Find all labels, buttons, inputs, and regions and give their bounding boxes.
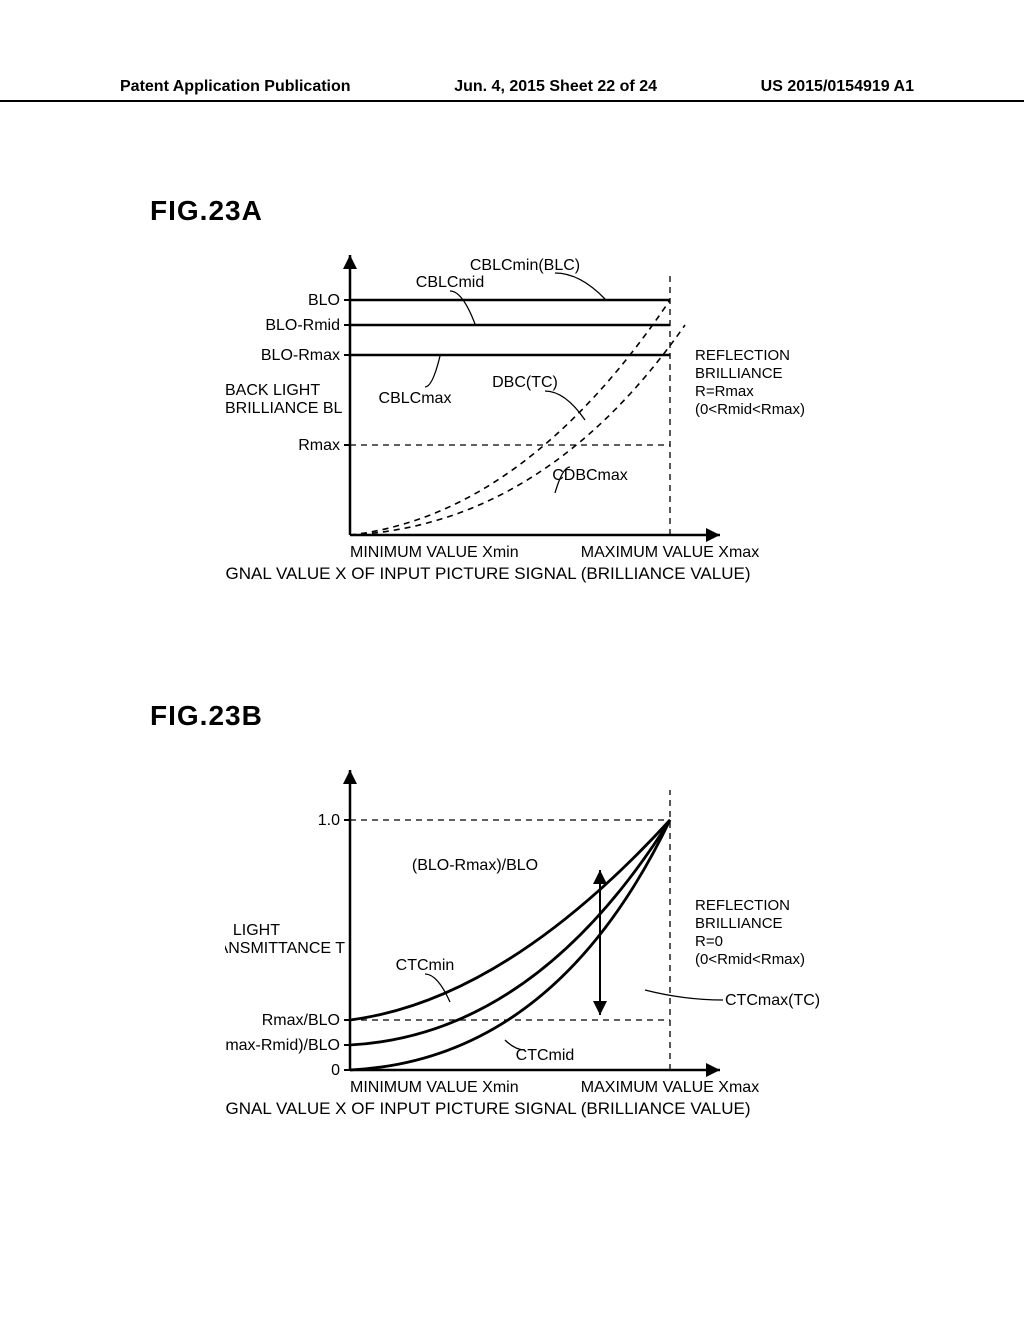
svg-text:MINIMUM VALUE Xmin: MINIMUM VALUE Xmin [350, 1079, 519, 1096]
svg-text:BLO: BLO [308, 292, 340, 309]
svg-text:R=0: R=0 [695, 933, 723, 950]
svg-text:CBLCmax: CBLCmax [379, 390, 452, 407]
header-left: Patent Application Publication [120, 78, 351, 96]
fig-a-label: FIG.23A [150, 195, 263, 227]
svg-text:Rmax/BLO: Rmax/BLO [262, 1012, 340, 1029]
svg-text:MAXIMUM VALUE Xmax: MAXIMUM VALUE Xmax [581, 544, 759, 561]
svg-text:MINIMUM VALUE Xmin: MINIMUM VALUE Xmin [350, 544, 519, 561]
svg-text:(BLO-Rmax)/BLO: (BLO-Rmax)/BLO [412, 857, 538, 874]
svg-text:BRILLIANCE BL: BRILLIANCE BL [225, 400, 342, 417]
svg-text:Rmax: Rmax [298, 437, 340, 454]
svg-text:TRANSMITTANCE T: TRANSMITTANCE T [225, 940, 345, 957]
svg-text:SIGNAL VALUE X OF INPUT PICTUR: SIGNAL VALUE X OF INPUT PICTURE SIGNAL (… [225, 564, 751, 583]
svg-text:CTCmax(TC): CTCmax(TC) [725, 992, 820, 1009]
svg-text:REFLECTION: REFLECTION [695, 347, 790, 364]
svg-text:BRILLIANCE: BRILLIANCE [695, 365, 783, 382]
svg-text:MAXIMUM VALUE Xmax: MAXIMUM VALUE Xmax [581, 1079, 759, 1096]
svg-text:R=Rmax: R=Rmax [695, 383, 754, 400]
svg-text:CBLCmid: CBLCmid [416, 274, 484, 291]
svg-text:CTCmin: CTCmin [396, 957, 455, 974]
svg-text:LIGHT: LIGHT [233, 922, 280, 939]
chart-a: BLOBLO-RmidBLO-RmaxRmaxCBLCmin(BLC)CBLCm… [225, 245, 925, 650]
svg-text:BLO-Rmax: BLO-Rmax [261, 347, 340, 364]
header-right: US 2015/0154919 A1 [761, 78, 914, 96]
header-center: Jun. 4, 2015 Sheet 22 of 24 [454, 78, 657, 96]
svg-text:CBLCmin(BLC): CBLCmin(BLC) [470, 257, 580, 274]
svg-text:CDBCmax: CDBCmax [552, 467, 628, 484]
svg-text:REFLECTION: REFLECTION [695, 897, 790, 914]
svg-text:SIGNAL VALUE X OF INPUT PICTUR: SIGNAL VALUE X OF INPUT PICTURE SIGNAL (… [225, 1099, 751, 1118]
svg-text:(0<Rmid<Rmax): (0<Rmid<Rmax) [695, 401, 805, 418]
chart-b-svg: 1.0 (BLO-Rmax)/BLO Rmax/BLO (Rmax-Rmid)/BLO… [225, 750, 925, 1180]
page-header: Patent Application Publication Jun. 4, 2… [0, 78, 1024, 102]
svg-text:BACK LIGHT: BACK LIGHT [225, 382, 320, 399]
chart-b: 1.0 (BLO-Rmax)/BLO Rmax/BLO (Rmax-Rmid)/BLO… [225, 750, 925, 1185]
svg-text:(Rmax-Rmid)/BLO: (Rmax-Rmid)/BLO [225, 1037, 340, 1054]
fig-b-label: FIG.23B [150, 700, 263, 732]
svg-text:1.0: 1.0 [318, 812, 340, 829]
svg-text:(0<Rmid<Rmax): (0<Rmid<Rmax) [695, 951, 805, 968]
svg-text:BLO-Rmid: BLO-Rmid [265, 317, 340, 334]
svg-text:BRILLIANCE: BRILLIANCE [695, 915, 783, 932]
svg-text:DBC(TC): DBC(TC) [492, 374, 558, 391]
svg-text:0: 0 [331, 1062, 340, 1079]
chart-a-svg: BLOBLO-RmidBLO-RmaxRmaxCBLCmin(BLC)CBLCm… [225, 245, 925, 645]
